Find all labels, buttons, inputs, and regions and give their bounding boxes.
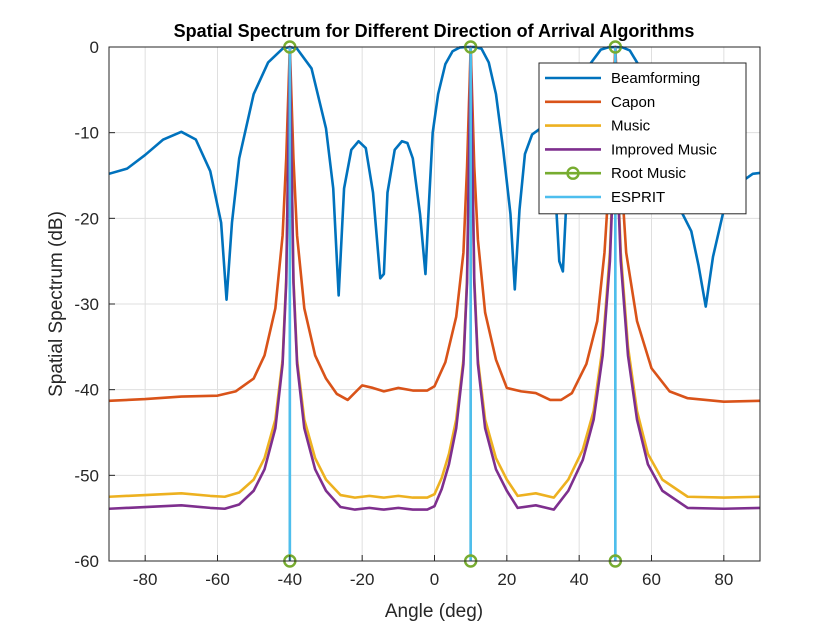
- series-line-beamforming: [109, 45, 760, 308]
- legend-label-root-music: Root Music: [611, 165, 687, 182]
- x-tick-label: -60: [205, 570, 230, 589]
- y-tick-label: 0: [90, 38, 99, 57]
- axis-ticks: -80 -60 -40 -20 0 20 40 60 80 0 -10 -20 -30 -40 -50 -60: [74, 38, 733, 589]
- x-tick-label: 0: [430, 570, 439, 589]
- legend-label-capon: Capon: [611, 94, 655, 111]
- x-tick-label: 60: [642, 570, 661, 589]
- y-tick-label: -30: [74, 295, 99, 314]
- x-axis-label: Angle (deg): [385, 601, 483, 622]
- y-tick-label: -10: [74, 124, 99, 143]
- legend-label-music: Music: [611, 118, 651, 135]
- legend: Beamforming Capon Music Improved Music Root …: [538, 62, 747, 215]
- x-tick-label: 80: [714, 570, 733, 589]
- chart-title: Spatial Spectrum for Different Direction…: [174, 21, 695, 41]
- legend-marker-root-music: [566, 166, 580, 180]
- x-tick-label: 40: [570, 570, 589, 589]
- y-tick-label: -50: [74, 466, 99, 485]
- y-tick-label: -40: [74, 381, 99, 400]
- x-tick-label: -40: [278, 570, 303, 589]
- x-tick-label: -20: [350, 570, 375, 589]
- legend-box: [538, 62, 747, 215]
- legend-label-improved-music: Improved Music: [611, 141, 717, 158]
- y-tick-label: -60: [74, 552, 99, 571]
- y-axis-label: Spatial Spectrum (dB): [46, 211, 67, 397]
- legend-label-beamforming: Beamforming: [611, 70, 700, 87]
- x-tick-label: -80: [133, 570, 158, 589]
- legend-label-esprit: ESPRIT: [611, 189, 665, 206]
- x-tick-label: 20: [497, 570, 516, 589]
- y-tick-label: -20: [74, 209, 99, 228]
